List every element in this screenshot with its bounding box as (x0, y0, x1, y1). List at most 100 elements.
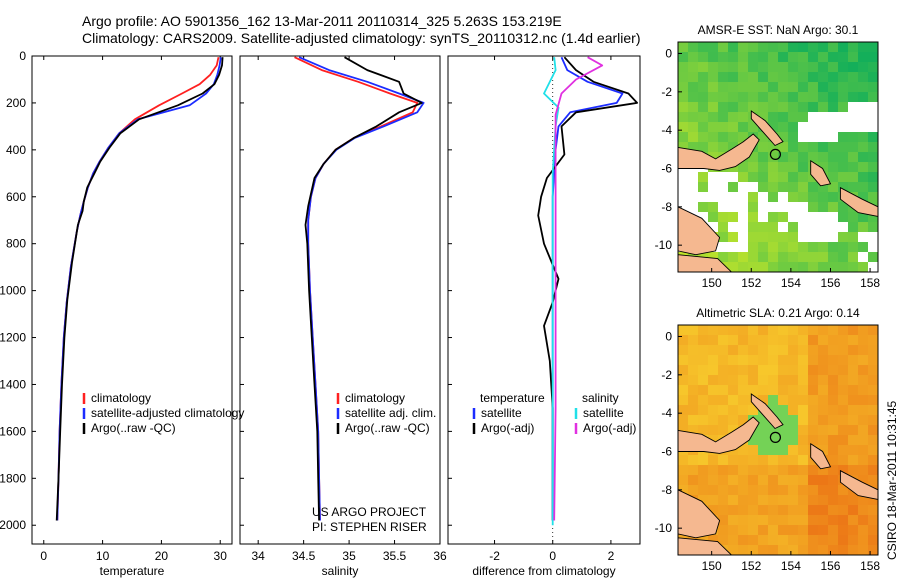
sst_map-cell (848, 232, 858, 242)
sla_map-cell (688, 385, 698, 395)
sst_map-cell (738, 162, 748, 172)
sla_map-cell (748, 475, 758, 485)
sst_map-cell (728, 202, 738, 212)
sst_map-cell (768, 222, 778, 232)
sla_map-cell (748, 495, 758, 505)
sst_map-cell (778, 92, 788, 102)
sst_map-title: AMSR-E SST: NaN Argo: 30.1 (698, 23, 859, 37)
sla_map-cell (708, 375, 718, 385)
sla_map-cell (738, 505, 748, 515)
sst_map-cell (788, 52, 798, 62)
sla_map-cell (808, 345, 818, 355)
sla_map-cell (838, 435, 848, 445)
sla_map-cell (688, 485, 698, 495)
sla_map-cell (788, 425, 798, 435)
sla_map-cell (708, 475, 718, 485)
sla_map-cell (808, 355, 818, 365)
sst_map-cell (708, 112, 718, 122)
sla_map-cell (728, 455, 738, 465)
sla_map-cell (858, 415, 868, 425)
sst_map-cell (868, 152, 878, 162)
sla_map-cell (748, 345, 758, 355)
sla_map-cell (838, 465, 848, 475)
sst_map-cell (868, 232, 878, 242)
sst_map-cell (838, 172, 848, 182)
sla_map-cell (868, 355, 878, 365)
sla_map-cell (788, 485, 798, 495)
sst_map-cell (838, 262, 848, 272)
sst_map-cell (838, 72, 848, 82)
sst_map-xtick-label: 152 (741, 276, 761, 290)
sla_map-cell (708, 395, 718, 405)
sst_map-cell (828, 202, 838, 212)
sla_map-cell (688, 455, 698, 465)
sst_map-cell (828, 242, 838, 252)
sla_map-cell (808, 405, 818, 415)
sla_map-cell (708, 345, 718, 355)
sst_map-ytick-label: -8 (661, 200, 672, 214)
sla_map-cell (828, 545, 838, 555)
temperature-xlabel: temperature (100, 564, 165, 578)
sst_map-cell (748, 162, 758, 172)
sst_map-cell (738, 242, 748, 252)
sla_map-cell (748, 325, 758, 335)
sst_map-cell (778, 82, 788, 92)
sla_map-cell (838, 345, 848, 355)
sst_map-cell (808, 242, 818, 252)
sla_map-cell (778, 395, 788, 405)
sla_map-cell (738, 395, 748, 405)
sla_map-cell (868, 515, 878, 525)
sla_map-cell (828, 505, 838, 515)
sla_map-cell (768, 435, 778, 445)
sla_map-cell (828, 335, 838, 345)
sla_map-cell (748, 535, 758, 545)
sst_map-cell (718, 102, 728, 112)
sla_map-cell (768, 395, 778, 405)
salinity-legend-entry: satellite adj. clim. (345, 406, 436, 420)
sla_map-cell (868, 495, 878, 505)
sst_map-cell (848, 72, 858, 82)
sla_map-cell (778, 415, 788, 425)
sst_map-cell (828, 92, 838, 102)
sla_map-cell (868, 325, 878, 335)
sla_map-cell (768, 475, 778, 485)
sst_map-cell (748, 182, 758, 192)
sst_map-cell (748, 62, 758, 72)
sla_map-cell (818, 505, 828, 515)
sla_map-cell (698, 415, 708, 425)
sst_map-cell (708, 192, 718, 202)
sst_map-cell (728, 132, 738, 142)
sla_map-cell (868, 455, 878, 465)
sla_map-cell (788, 455, 798, 465)
sst_map-cell (698, 52, 708, 62)
sst_map-cell (778, 222, 788, 232)
sst_map-cell (758, 252, 768, 262)
sla_map-cell (778, 465, 788, 475)
sla_map-cell (748, 375, 758, 385)
sla_map-cell (868, 425, 878, 435)
sst_map-cell (798, 82, 808, 92)
sla_map-cell (848, 405, 858, 415)
sla_map-cell (858, 405, 868, 415)
sst_map-cell (778, 212, 788, 222)
sla_map-cell (758, 455, 768, 465)
temperature-xtick-label: 0 (40, 549, 47, 563)
sst_map-cell (808, 42, 818, 52)
sla_map-cell (798, 375, 808, 385)
sla_map-cell (818, 375, 828, 385)
sst_map-cell (778, 132, 788, 142)
sst_map-cell (788, 72, 798, 82)
sla_map-cell (808, 495, 818, 505)
sla_map-cell (768, 525, 778, 535)
sla_map-cell (828, 525, 838, 535)
figure-title-line2: Climatology: CARS2009. Satellite-adjuste… (82, 30, 641, 46)
sla_map-cell (728, 415, 738, 425)
sla_map-cell (858, 545, 868, 555)
sst_map-cell (718, 42, 728, 52)
sst_map-cell (678, 172, 688, 182)
sla_map-cell (848, 375, 858, 385)
sst_map-cell (688, 62, 698, 72)
sst_map-cell (858, 72, 868, 82)
sla_map-cell (768, 345, 778, 355)
sst_map-cell (808, 152, 818, 162)
